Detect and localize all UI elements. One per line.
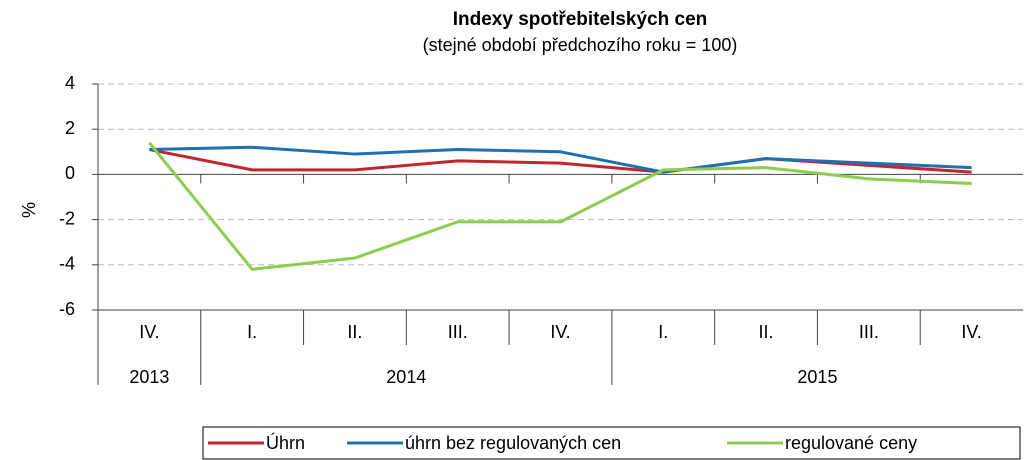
series-line (149, 145, 972, 174)
y-axis-label: % (19, 202, 39, 218)
legend-box (202, 426, 1021, 460)
x-tick-label: IV. (961, 322, 981, 342)
x-tick-label: IV. (550, 322, 570, 342)
x-tick-label: II. (347, 322, 362, 342)
legend-label: regulované ceny (785, 433, 917, 453)
x-tick-label: II. (759, 322, 774, 342)
y-tick-label: 4 (65, 73, 75, 93)
y-tick-label: 0 (65, 163, 75, 183)
chart-subtitle: (stejné období předchozího roku = 100) (423, 35, 738, 55)
x-tick-label: I. (658, 322, 668, 342)
y-tick-label: -2 (59, 208, 75, 228)
legend-label: úhrn bez regulovaných cen (405, 433, 621, 453)
x-tick-label: IV. (139, 322, 159, 342)
year-label: 2013 (129, 367, 169, 387)
year-label: 2015 (797, 367, 837, 387)
x-tick-label: I. (247, 322, 257, 342)
series-line (148, 141, 972, 271)
y-tick-label: 2 (65, 118, 75, 138)
legend-label: Úhrn (266, 432, 305, 453)
series-line (149, 148, 972, 174)
x-tick-label: III. (859, 322, 879, 342)
x-tick-label: III. (448, 322, 468, 342)
y-tick-label: -4 (59, 254, 75, 274)
chart-title: Indexy spotřebitelských cen (453, 9, 708, 30)
year-label: 2014 (386, 367, 426, 387)
y-tick-label: -6 (59, 299, 75, 319)
